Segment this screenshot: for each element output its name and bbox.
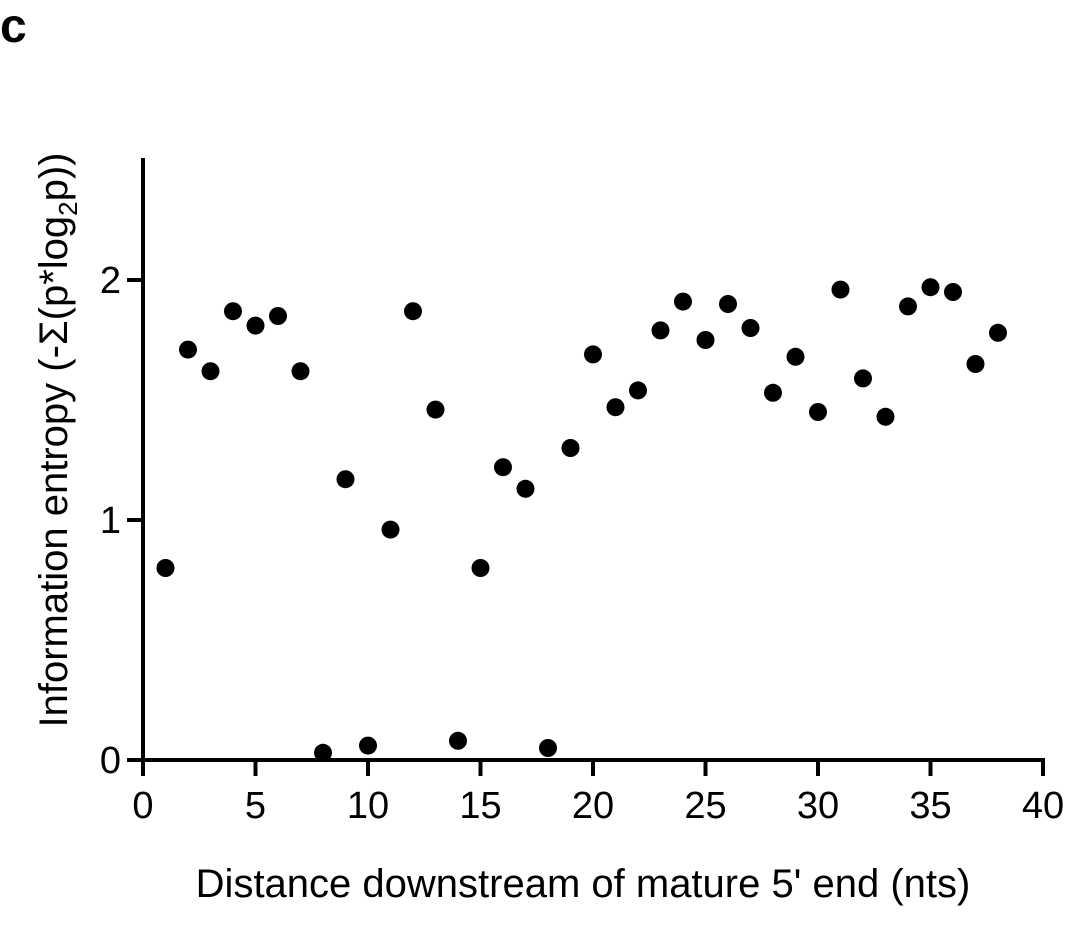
x-tick-label-40: 40 [1022,785,1064,827]
y-axis-title-prefix: Information entropy (-Σ(p*log [32,216,76,728]
panel-label: c [0,0,27,53]
data-point-10 [359,736,377,755]
x-tick-label-35: 35 [909,785,951,827]
x-tick-label-5: 5 [245,785,266,827]
data-point-12 [404,302,422,321]
data-point-37 [966,355,985,373]
y-axis-title: Information entropy (-Σ(p*log2p)) [32,153,83,728]
data-point-19 [561,439,580,457]
data-point-35 [921,278,940,297]
data-point-30 [809,403,827,421]
data-point-18 [539,739,557,757]
axes [141,158,1045,762]
data-point-14 [449,731,467,750]
data-point-23 [651,321,670,340]
data-points [156,278,1007,762]
data-point-17 [516,479,535,498]
data-point-32 [854,369,872,388]
data-point-8 [314,743,332,762]
data-point-38 [989,323,1007,342]
data-point-16 [494,458,512,477]
data-point-15 [471,559,490,577]
data-point-11 [381,520,400,539]
data-point-20 [584,345,602,364]
data-point-25 [696,331,715,349]
data-point-28 [764,383,782,402]
x-tick-label-30: 30 [797,785,839,827]
x-tick-label-15: 15 [459,785,501,827]
y-tick-label-2: 2 [100,260,121,302]
x-tick-label-20: 20 [572,785,614,827]
data-point-22 [629,381,647,400]
data-point-27 [741,319,760,337]
data-point-13 [426,400,445,419]
y-ticks: 0 1 2 [100,260,143,782]
data-point-2 [179,340,197,359]
data-point-1 [156,559,175,577]
data-point-33 [876,407,895,426]
data-point-5 [246,316,265,335]
x-ticks: 0 5 10 15 20 25 30 35 40 [132,760,1064,827]
data-point-4 [224,302,242,321]
y-tick-label-1: 1 [100,500,121,542]
data-point-34 [899,297,917,316]
data-point-29 [786,347,805,366]
data-point-21 [606,398,625,417]
x-tick-label-25: 25 [684,785,726,827]
y-axis-title-suffix: p)) [32,153,76,202]
x-tick-label-0: 0 [132,785,153,827]
data-point-7 [291,362,310,381]
data-point-3 [201,362,220,381]
data-point-31 [831,280,850,299]
y-tick-label-0: 0 [100,740,121,782]
x-tick-label-10: 10 [347,785,389,827]
data-point-9 [336,470,355,489]
x-axis-title: Distance downstream of mature 5' end (nt… [196,862,971,906]
data-point-24 [674,292,692,311]
data-point-36 [944,283,962,301]
data-point-26 [719,295,737,313]
data-point-6 [269,307,287,325]
y-axis-title-subscript: 2 [53,201,83,215]
